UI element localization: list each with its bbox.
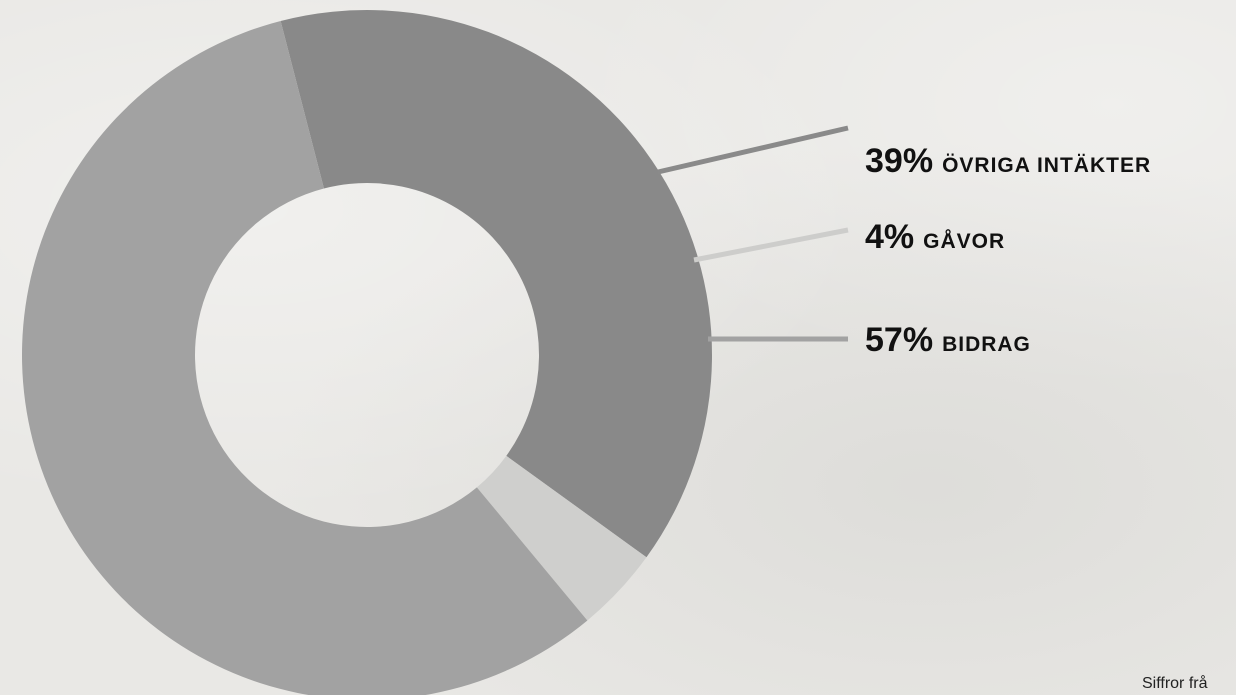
leader-line-1 (657, 125, 849, 175)
donut-slice-2 (476, 455, 647, 621)
slice-percent: 39% (865, 142, 933, 180)
slice-label-3: 57% BIDRAG (865, 321, 1031, 359)
slice-percent: 57% (865, 321, 933, 359)
slice-labels: 39% ÖVRIGA INTÄKTER 4% GÅVOR 57% BIDRAG (865, 142, 1151, 359)
leader-line-2 (693, 227, 849, 263)
footnote: Siffror frå (1142, 675, 1208, 692)
slice-percent: 4% (865, 218, 914, 256)
slice-name: BIDRAG (942, 333, 1031, 356)
slice-label-2: 4% GÅVOR (865, 218, 1005, 256)
leader-lines (657, 125, 849, 342)
slice-name: ÖVRIGA INTÄKTER (942, 154, 1151, 177)
donut-slices (22, 10, 712, 695)
donut-slice-1 (280, 10, 712, 558)
slice-name: GÅVOR (923, 229, 1005, 253)
slice-label-1: 39% ÖVRIGA INTÄKTER (865, 142, 1151, 180)
donut-slice-3 (22, 20, 588, 695)
